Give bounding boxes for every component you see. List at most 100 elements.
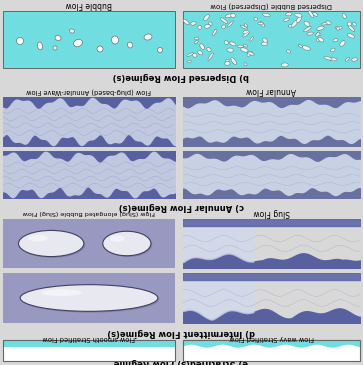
Ellipse shape bbox=[127, 42, 132, 48]
Ellipse shape bbox=[297, 16, 302, 23]
Ellipse shape bbox=[194, 37, 199, 40]
Ellipse shape bbox=[342, 14, 346, 19]
Ellipse shape bbox=[291, 20, 298, 27]
Ellipse shape bbox=[240, 25, 248, 29]
Ellipse shape bbox=[200, 44, 204, 49]
Ellipse shape bbox=[194, 41, 198, 44]
Ellipse shape bbox=[288, 25, 293, 27]
Ellipse shape bbox=[212, 29, 217, 36]
Ellipse shape bbox=[28, 235, 48, 242]
Ellipse shape bbox=[313, 12, 318, 16]
Ellipse shape bbox=[227, 21, 233, 27]
Bar bbox=[3, 340, 175, 347]
Text: Bubble Flow: Bubble Flow bbox=[66, 0, 112, 9]
Ellipse shape bbox=[231, 58, 236, 65]
Ellipse shape bbox=[345, 57, 349, 61]
Ellipse shape bbox=[192, 54, 197, 57]
Text: Annular Flow: Annular Flow bbox=[246, 87, 297, 96]
Ellipse shape bbox=[281, 63, 288, 67]
Bar bbox=[3, 340, 175, 361]
Ellipse shape bbox=[227, 48, 233, 52]
Ellipse shape bbox=[317, 33, 321, 35]
Ellipse shape bbox=[158, 47, 163, 53]
Ellipse shape bbox=[254, 18, 257, 21]
Ellipse shape bbox=[110, 235, 125, 242]
Ellipse shape bbox=[69, 29, 74, 33]
Ellipse shape bbox=[317, 39, 319, 42]
Ellipse shape bbox=[303, 27, 311, 32]
Text: c) Annular Flow Regime(s): c) Annular Flow Regime(s) bbox=[118, 201, 244, 211]
Ellipse shape bbox=[240, 48, 248, 52]
Ellipse shape bbox=[340, 41, 345, 46]
Ellipse shape bbox=[242, 33, 248, 37]
Ellipse shape bbox=[348, 25, 355, 31]
Ellipse shape bbox=[74, 39, 82, 46]
Ellipse shape bbox=[260, 22, 265, 27]
Ellipse shape bbox=[244, 63, 247, 66]
Ellipse shape bbox=[353, 22, 356, 26]
Ellipse shape bbox=[37, 42, 43, 50]
Ellipse shape bbox=[204, 15, 209, 20]
Ellipse shape bbox=[326, 21, 331, 24]
Ellipse shape bbox=[188, 60, 191, 63]
Ellipse shape bbox=[317, 26, 324, 30]
Ellipse shape bbox=[225, 62, 230, 65]
Ellipse shape bbox=[111, 36, 119, 44]
Ellipse shape bbox=[21, 286, 159, 313]
Ellipse shape bbox=[230, 42, 236, 46]
Ellipse shape bbox=[286, 50, 291, 53]
Ellipse shape bbox=[248, 52, 254, 55]
Ellipse shape bbox=[237, 45, 244, 48]
Ellipse shape bbox=[220, 18, 228, 23]
Ellipse shape bbox=[244, 45, 248, 47]
Ellipse shape bbox=[261, 42, 268, 46]
Ellipse shape bbox=[321, 22, 330, 25]
Text: Flow wavy Stratified Flow: Flow wavy Stratified Flow bbox=[229, 335, 314, 341]
Ellipse shape bbox=[187, 53, 194, 56]
Ellipse shape bbox=[284, 18, 289, 21]
Ellipse shape bbox=[295, 13, 302, 17]
Ellipse shape bbox=[97, 46, 103, 52]
Ellipse shape bbox=[231, 14, 235, 18]
Text: e) Stratified(s) Flow Regime: e) Stratified(s) Flow Regime bbox=[114, 358, 248, 365]
Bar bbox=[183, 11, 360, 68]
Ellipse shape bbox=[331, 48, 335, 52]
Ellipse shape bbox=[337, 27, 339, 30]
Ellipse shape bbox=[347, 22, 351, 26]
Ellipse shape bbox=[103, 231, 151, 256]
Ellipse shape bbox=[20, 232, 85, 258]
Ellipse shape bbox=[20, 285, 158, 311]
Ellipse shape bbox=[316, 32, 320, 37]
Ellipse shape bbox=[250, 37, 253, 41]
Ellipse shape bbox=[225, 14, 233, 18]
Ellipse shape bbox=[53, 46, 57, 50]
Ellipse shape bbox=[307, 32, 314, 35]
Text: Slug Flow: Slug Flow bbox=[253, 208, 290, 218]
Ellipse shape bbox=[302, 46, 310, 50]
Ellipse shape bbox=[144, 34, 152, 40]
Ellipse shape bbox=[16, 38, 24, 45]
Ellipse shape bbox=[222, 25, 226, 29]
Bar bbox=[3, 11, 175, 68]
Ellipse shape bbox=[258, 23, 264, 25]
Ellipse shape bbox=[286, 12, 292, 16]
Ellipse shape bbox=[198, 26, 202, 29]
Bar bbox=[183, 340, 360, 361]
Ellipse shape bbox=[304, 21, 310, 27]
Ellipse shape bbox=[324, 57, 332, 60]
Ellipse shape bbox=[333, 39, 338, 42]
Ellipse shape bbox=[244, 24, 248, 27]
Text: b) Dispersed Flow Regime(s): b) Dispersed Flow Regime(s) bbox=[113, 72, 249, 81]
Ellipse shape bbox=[263, 38, 267, 43]
Ellipse shape bbox=[198, 51, 203, 55]
Text: Dispersed Bubble (Dispersed) Flow: Dispersed Bubble (Dispersed) Flow bbox=[211, 2, 333, 8]
Ellipse shape bbox=[191, 22, 196, 25]
Ellipse shape bbox=[208, 53, 213, 60]
Bar bbox=[183, 340, 360, 361]
Ellipse shape bbox=[41, 289, 82, 296]
Ellipse shape bbox=[204, 24, 210, 28]
Ellipse shape bbox=[243, 31, 249, 34]
Ellipse shape bbox=[347, 34, 355, 38]
Ellipse shape bbox=[329, 58, 337, 61]
Ellipse shape bbox=[19, 230, 84, 257]
